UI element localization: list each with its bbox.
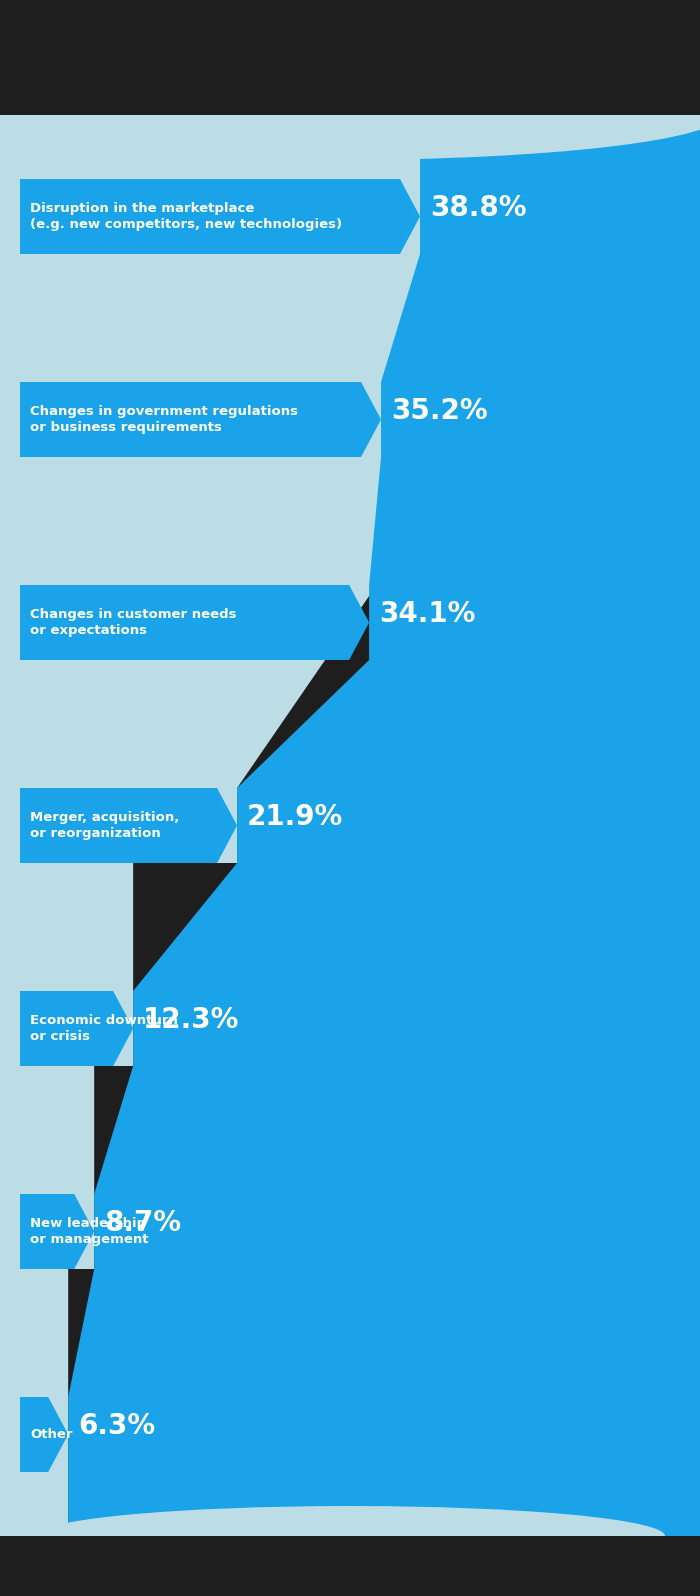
Text: New leadership
or management: New leadership or management: [30, 1218, 148, 1246]
Text: Changes in customer needs
or expectations: Changes in customer needs or expectation…: [30, 608, 237, 637]
Bar: [0, 1535, 700, 1596]
Text: 38.8%: 38.8%: [430, 195, 526, 222]
Bar: [0, 0, 700, 115]
Polygon shape: [68, 115, 700, 1535]
Ellipse shape: [35, 1507, 665, 1566]
Polygon shape: [20, 1396, 68, 1472]
Polygon shape: [20, 179, 420, 254]
Text: Other: Other: [30, 1428, 73, 1441]
Polygon shape: [20, 586, 369, 661]
Polygon shape: [20, 381, 381, 456]
Text: 12.3%: 12.3%: [143, 1005, 239, 1034]
Text: 21.9%: 21.9%: [247, 803, 343, 832]
Text: Economic downturn
or crisis: Economic downturn or crisis: [30, 1013, 178, 1044]
Polygon shape: [68, 115, 700, 1535]
Text: Disruption in the marketplace
(e.g. new competitors, new technologies): Disruption in the marketplace (e.g. new …: [30, 203, 342, 231]
Text: 34.1%: 34.1%: [379, 600, 475, 627]
Bar: [0, 1535, 700, 1596]
Polygon shape: [20, 1194, 94, 1269]
Bar: [0, 0, 700, 115]
Polygon shape: [20, 788, 237, 863]
Ellipse shape: [0, 70, 700, 160]
Text: 35.2%: 35.2%: [391, 397, 488, 425]
FancyBboxPatch shape: [0, 0, 700, 115]
Text: 8.7%: 8.7%: [104, 1210, 181, 1237]
Text: Merger, acquisition,
or reorganization: Merger, acquisition, or reorganization: [30, 811, 179, 839]
Polygon shape: [20, 991, 133, 1066]
Text: 6.3%: 6.3%: [78, 1412, 155, 1440]
Text: Changes in government regulations
or business requirements: Changes in government regulations or bus…: [30, 405, 298, 434]
